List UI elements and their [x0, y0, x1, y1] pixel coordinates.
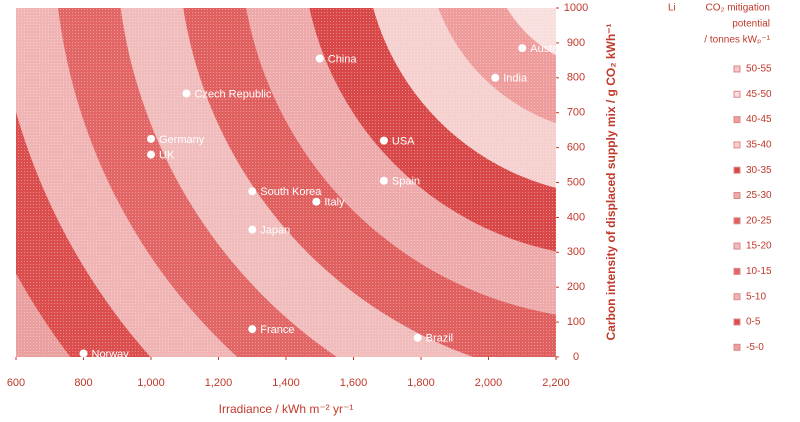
legend-label: 0-5: [746, 317, 761, 328]
x-tick-label: 1,600: [340, 377, 368, 389]
y-tick-label: 200: [567, 281, 585, 293]
point-label: South Korea: [260, 186, 322, 198]
point: [147, 134, 155, 143]
y-tick-label: 800: [567, 72, 585, 84]
point-label: China: [328, 54, 358, 66]
y-tick-label: 700: [567, 107, 585, 119]
point-label: UK: [159, 149, 175, 161]
point-label: Norway: [92, 348, 130, 360]
legend-title: / tonnes kWₚ⁻¹: [704, 35, 770, 46]
y-tick-label: 900: [567, 37, 585, 49]
point: [182, 89, 191, 98]
legend-label: 50-55: [746, 64, 772, 75]
legend-swatch: [733, 217, 741, 225]
x-tick-label: 1,200: [205, 377, 233, 389]
y-tick-label: 0: [573, 351, 579, 363]
legend-label: 35-40: [746, 140, 772, 151]
y-tick-label: 1000: [564, 2, 588, 14]
legend-swatch: [733, 192, 741, 199]
legend-swatch: [733, 65, 741, 73]
point-label: Germany: [159, 134, 205, 146]
point-label: India: [503, 73, 528, 85]
legend-swatch: [733, 267, 741, 275]
legend-swatch: [733, 343, 741, 351]
x-tick-label: 600: [7, 377, 25, 389]
point: [147, 150, 155, 159]
point: [248, 225, 257, 234]
point: [379, 136, 388, 145]
x-axis-label: Irradiance / kWh m⁻² yr⁻¹: [219, 402, 354, 416]
x-tick-label: 800: [74, 377, 92, 389]
point-label: Japan: [260, 225, 290, 237]
legend-swatch: [733, 242, 741, 250]
point-label: Australia: [530, 43, 574, 55]
legend-label: -5-0: [746, 342, 764, 353]
point-label: France: [260, 324, 294, 336]
point: [312, 197, 321, 206]
x-tick-label: 2,200: [542, 377, 570, 389]
y-tick-label: 100: [567, 316, 585, 328]
point: [413, 333, 422, 342]
legend-swatch: [733, 90, 741, 98]
legend-title: potential: [732, 19, 770, 30]
x-tick-label: 1,400: [272, 377, 300, 389]
legend-label: 15-20: [746, 241, 772, 252]
legend-label: 45-50: [746, 89, 772, 100]
point: [379, 176, 388, 185]
legend-label: 25-30: [746, 190, 772, 201]
y-tick-label: 300: [567, 246, 585, 258]
legend-label: 20-25: [746, 215, 772, 226]
point: [518, 44, 527, 53]
point-label: Czech Republic: [194, 88, 272, 100]
x-tick-label: 1,000: [137, 377, 165, 389]
legend-cropped: Li: [668, 3, 676, 14]
point: [248, 325, 257, 334]
point: [315, 54, 324, 63]
legend-title: CO₂ mitigation: [706, 3, 770, 14]
point: [491, 73, 500, 82]
point: [248, 187, 257, 196]
point: [79, 349, 88, 358]
point-label: Brazil: [426, 333, 454, 345]
y-axis-label: Carbon intensity of displaced supply mix…: [604, 23, 618, 340]
point-label: Italy: [324, 197, 345, 209]
point-label: Spain: [392, 176, 420, 188]
texture: [16, 8, 556, 357]
legend-swatch: [733, 166, 741, 174]
legend-swatch: [733, 318, 741, 326]
legend-label: 10-15: [746, 266, 772, 277]
x-tick-label: 1,800: [407, 377, 435, 389]
legend-label: 30-35: [746, 165, 772, 176]
x-tick-label: 2,000: [475, 377, 503, 389]
legend-label: 5-10: [746, 291, 766, 302]
legend-swatch: [733, 116, 741, 124]
legend-label: 40-45: [746, 114, 772, 125]
point-label: USA: [392, 136, 415, 148]
legend-swatch: [733, 141, 741, 149]
y-tick-label: 500: [567, 176, 585, 188]
y-tick-label: 400: [567, 211, 585, 223]
y-tick-label: 600: [567, 142, 585, 154]
legend-swatch: [733, 293, 741, 301]
